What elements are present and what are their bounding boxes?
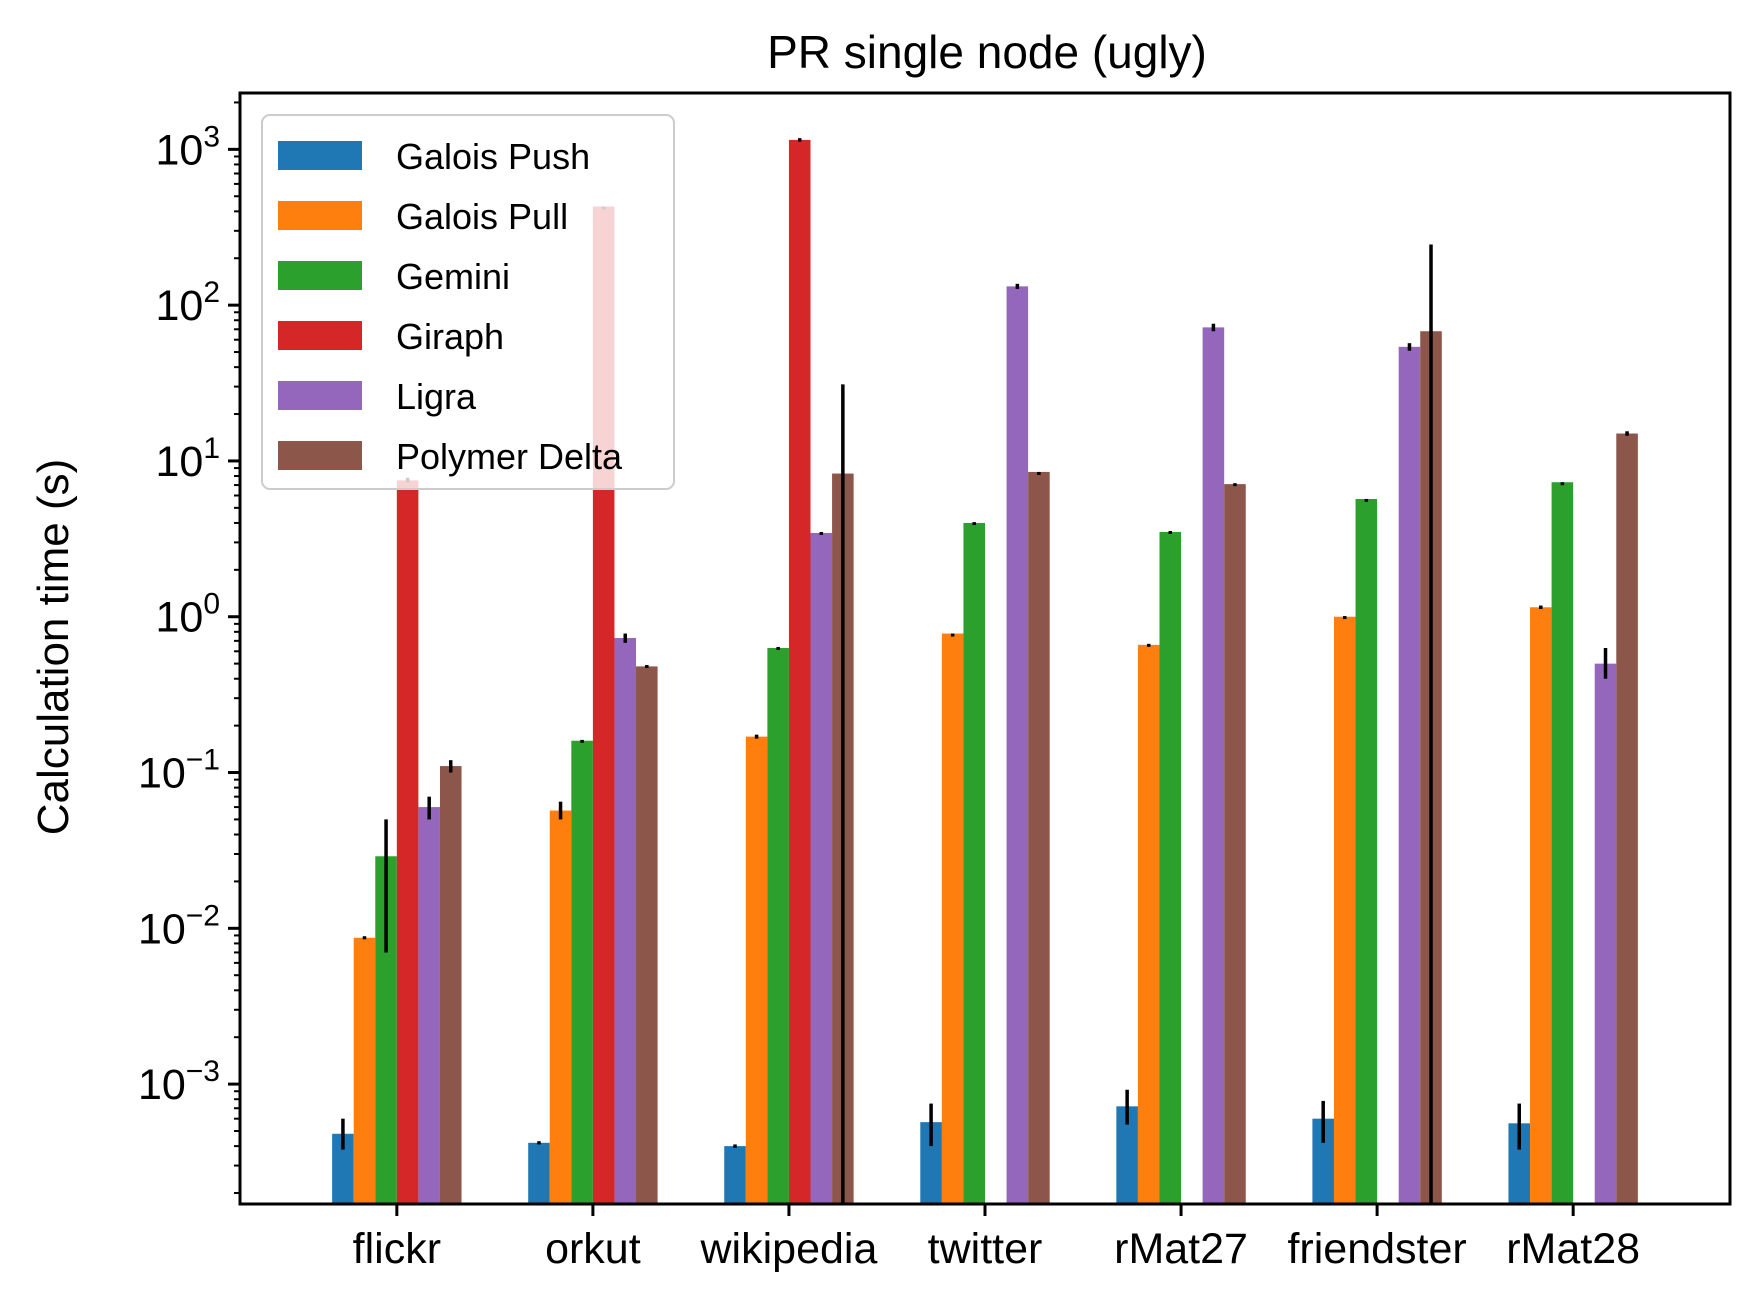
bar-ligra-twitter (1006, 286, 1029, 1204)
plot-area (332, 138, 1638, 1205)
legend-label: Giraph (396, 316, 504, 357)
x-tick-label: wikipedia (700, 1225, 878, 1273)
y-tick-label: 103 (155, 120, 220, 174)
legend-swatch (278, 441, 362, 470)
bar-galois-push-rmat28 (1508, 1123, 1531, 1204)
legend-label: Galois Pull (396, 196, 568, 237)
bar-gemini-rmat27 (1159, 531, 1182, 1204)
bar-ligra-friendster (1398, 346, 1421, 1204)
bar-galois-push-twitter (920, 1122, 942, 1204)
bar-galois-pull-flickr (353, 937, 376, 1204)
bar-galois-push-rmat27 (1116, 1106, 1138, 1204)
legend-swatch (278, 321, 362, 350)
legend-label: Polymer Delta (396, 436, 623, 477)
bar-gemini-rmat28 (1551, 482, 1574, 1204)
x-tick-label: rMat27 (1114, 1225, 1248, 1273)
bar-polymer-delta-orkut (636, 666, 658, 1204)
bar-giraph-flickr (396, 480, 419, 1205)
bar-ligra-rmat27 (1202, 327, 1225, 1205)
bar-gemini-friendster (1355, 498, 1378, 1205)
legend-label: Gemini (396, 256, 510, 297)
bar-galois-pull-friendster (1333, 616, 1356, 1204)
legend-swatch (278, 201, 362, 230)
bar-galois-pull-rmat28 (1530, 607, 1552, 1204)
x-tick-label: rMat28 (1506, 1225, 1640, 1273)
bar-ligra-flickr (418, 807, 440, 1204)
x-axis: flickr orkut wikipedia twitter rMat27 friends… (353, 1204, 1640, 1273)
bar-ligra-rmat28 (1594, 663, 1617, 1204)
legend-swatch (278, 261, 362, 290)
bar-polymer-delta-twitter (1028, 471, 1050, 1205)
bar-galois-pull-rmat27 (1137, 644, 1160, 1204)
bar-galois-push-friendster (1312, 1118, 1334, 1204)
y-tick-label: 102 (155, 276, 220, 330)
bar-galois-pull-wikipedia (745, 736, 768, 1204)
bar-gemini-wikipedia (767, 647, 789, 1204)
bar-galois-push-wikipedia (724, 1146, 746, 1204)
chart-title: PR single node (ugly) (767, 26, 1207, 78)
x-tick-label: flickr (353, 1225, 441, 1273)
bar-galois-push-flickr (332, 1133, 354, 1204)
bar-galois-pull-orkut (549, 810, 572, 1204)
legend-swatch (278, 381, 362, 410)
y-tick-label: 10−3 (138, 1055, 220, 1109)
bar-galois-pull-twitter (941, 633, 964, 1204)
y-tick-label: 10−1 (138, 744, 220, 798)
x-tick-label: twitter (928, 1225, 1043, 1273)
bar-gemini-twitter (963, 522, 985, 1204)
legend-label: Galois Push (396, 136, 590, 177)
y-tick-label: 101 (155, 432, 220, 486)
y-tick-label: 10−2 (138, 899, 220, 953)
bar-giraph-wikipedia (788, 139, 811, 1205)
bar-polymer-delta-rmat28 (1616, 433, 1638, 1204)
bar-ligra-orkut (614, 638, 637, 1204)
legend-label: Ligra (396, 376, 477, 417)
bar-gemini-orkut (571, 740, 593, 1204)
bar-polymer-delta-rmat27 (1224, 484, 1246, 1204)
legend-swatch (278, 141, 362, 170)
bar-polymer-delta-flickr (439, 766, 462, 1204)
bar-gemini-flickr (375, 856, 397, 1204)
bar-ligra-wikipedia (810, 532, 833, 1204)
x-tick-label: orkut (545, 1225, 641, 1273)
legend: Galois Push Galois Pull Gemini Giraph Ligra P… (261, 114, 675, 490)
plot-frame (238, 91, 1732, 1206)
bar-galois-push-orkut (528, 1142, 550, 1204)
y-axis-label: Calculation time (s) (29, 459, 78, 836)
x-tick-label: friendster (1287, 1225, 1466, 1273)
legend-box (261, 114, 675, 490)
y-tick-label: 100 (155, 588, 220, 642)
